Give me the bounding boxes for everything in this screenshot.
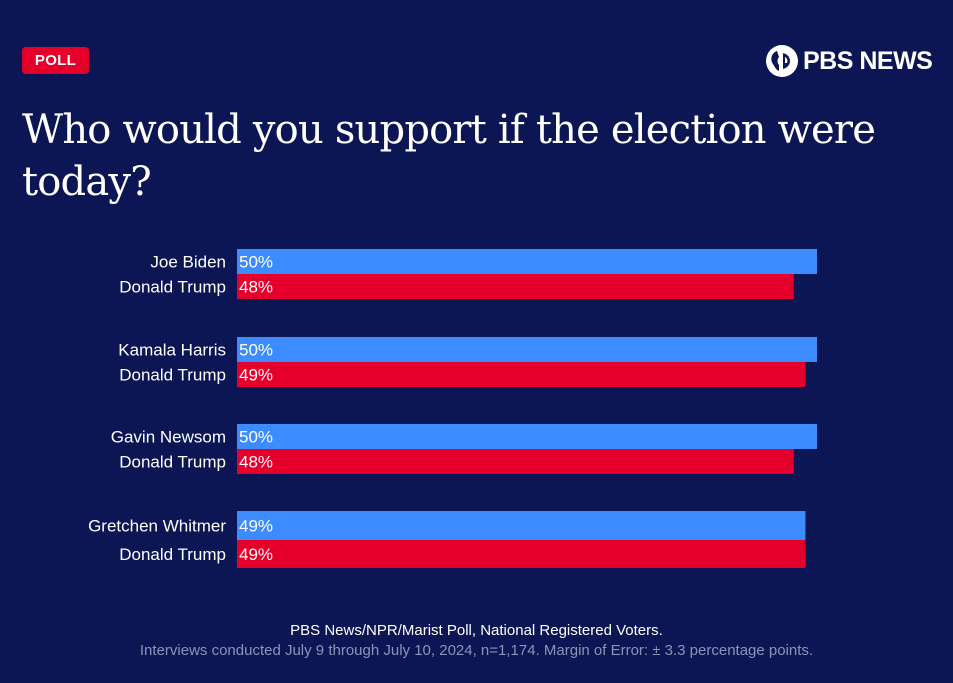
value-label: 48% [239,453,273,472]
bar-republican [237,449,794,474]
candidate-label: Donald Trump [119,366,226,385]
value-label: 50% [239,253,273,272]
chart-title: Who would you support if the election we… [22,107,876,205]
bar-republican [237,540,806,568]
candidate-label: Donald Trump [119,278,226,297]
pbs-head-icon [766,45,798,77]
bar-democrat [237,337,817,362]
bar-democrat [237,511,806,540]
value-label: 48% [239,278,273,297]
candidate-label: Kamala Harris [118,341,226,360]
bar-democrat [237,249,817,274]
candidate-label: Gretchen Whitmer [88,517,226,536]
value-label: 50% [239,341,273,360]
pbs-news-logo: PBS NEWS [765,44,933,78]
candidate-label: Joe Biden [150,253,226,272]
bar-republican [237,274,794,299]
methodology-note: Interviews conducted July 9 through July… [139,642,814,659]
bar-republican [237,362,806,387]
value-label: 50% [239,428,273,447]
value-label: 49% [239,517,273,536]
source-note: PBS News/NPR/Marist Poll, National Regis… [290,622,663,639]
brand-name: PBS NEWS [803,46,933,75]
candidate-label: Gavin Newsom [111,428,226,447]
poll-badge: POLL [22,47,89,74]
candidate-label: Donald Trump [119,545,226,564]
candidate-label: Donald Trump [119,453,226,472]
bar-democrat [237,424,817,449]
value-label: 49% [239,366,273,385]
value-label: 49% [239,545,273,564]
